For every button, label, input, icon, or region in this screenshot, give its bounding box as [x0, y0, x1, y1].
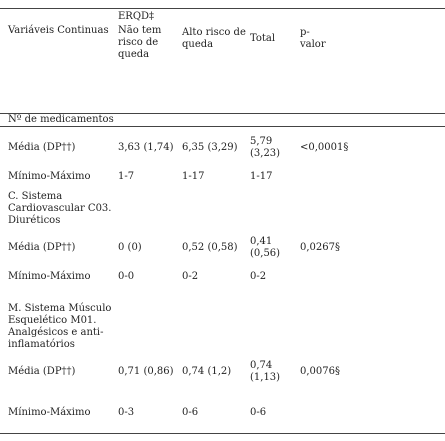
- cell: 6,35 (3,29): [182, 142, 238, 153]
- cell: 0-3: [116, 393, 180, 434]
- cell: 0-2: [250, 271, 267, 282]
- table-body: Variáveis Continuas ERQD‡ Não tem risco d…: [0, 8, 445, 434]
- data-row: Média (DP††) 0,71 (0,86) 0,74 (1,2) 0,74 (1…: [0, 351, 445, 393]
- empty-cell: [180, 113, 248, 127]
- section-title: C. Sistema Cardiovascular C03. Diurético…: [8, 191, 112, 226]
- column-label: Não tem risco de queda: [118, 25, 162, 60]
- cell: 0,74 (1,13): [250, 360, 281, 383]
- header-cell: Variáveis Continuas: [0, 8, 116, 114]
- section-title: Nº de medicamentos: [0, 113, 116, 127]
- section-title: M. Sistema Músculo Esquelético M01. Anal…: [8, 303, 112, 350]
- empty-cell: [116, 185, 180, 227]
- data-row: Mínimo-Máximo 1-7 1-17 1-17: [0, 169, 445, 185]
- cell: 0-6: [248, 393, 298, 434]
- cell: 0,0076§: [300, 366, 340, 377]
- results-table: Variáveis Continuas ERQD‡ Não tem risco d…: [0, 8, 445, 434]
- group-label: ERQD‡: [118, 11, 155, 22]
- section-row: C. Sistema Cardiovascular C03. Diurético…: [0, 185, 445, 227]
- empty-cell: [248, 285, 298, 351]
- cell: 0,41 (0,56): [250, 236, 281, 259]
- cell: 0,52 (0,58): [182, 242, 238, 253]
- header-cell: p-valor: [298, 8, 445, 114]
- row-label: Mínimo-Máximo: [8, 171, 91, 182]
- empty-cell: [248, 185, 298, 227]
- cell: 3,63 (1,74): [118, 142, 174, 153]
- cell: 0-6: [180, 393, 248, 434]
- cell: 1-7: [118, 171, 135, 182]
- row-label: Média (DP††): [8, 142, 76, 153]
- empty-cell: [180, 185, 248, 227]
- cell: 0,74 (1,2): [182, 366, 232, 377]
- cell: <0,0001§: [300, 142, 349, 153]
- column-label: p-valor: [300, 27, 326, 50]
- empty-cell: [298, 169, 445, 185]
- header-row: Variáveis Continuas ERQD‡ Não tem risco d…: [0, 8, 445, 114]
- empty-cell: [248, 113, 298, 127]
- data-row: Média (DP††) 3,63 (1,74) 6,35 (3,29) 5,79 (…: [0, 127, 445, 170]
- empty-cell: [298, 113, 445, 127]
- row-label: Média (DP††): [8, 366, 76, 377]
- section-row: M. Sistema Músculo Esquelético M01. Anal…: [0, 285, 445, 351]
- row-label: Mínimo-Máximo: [0, 393, 116, 434]
- header-cell: ERQD‡ Não tem risco de queda: [116, 8, 180, 114]
- cell: 0-2: [182, 271, 199, 282]
- empty-cell: [298, 185, 445, 227]
- empty-cell: [116, 113, 180, 127]
- header-cell: Total: [248, 8, 298, 114]
- header-cell: Alto risco de queda: [180, 8, 248, 114]
- row-label: Média (DP††): [8, 242, 76, 253]
- cell: 0-0: [118, 271, 135, 282]
- cell: 1-17: [250, 171, 273, 182]
- empty-cell: [298, 269, 445, 285]
- empty-cell: [298, 393, 445, 434]
- empty-cell: [298, 285, 445, 351]
- row-label: Mínimo-Máximo: [8, 271, 91, 282]
- empty-cell: [180, 285, 248, 351]
- cell: 0,0267§: [300, 242, 340, 253]
- data-row: Mínimo-Máximo 0-0 0-2 0-2: [0, 269, 445, 285]
- cell: 0 (0): [118, 242, 142, 253]
- cell: 5,79 (3,23): [250, 136, 281, 159]
- section-row: Nº de medicamentos: [0, 113, 445, 127]
- data-row: Mínimo-Máximo 0-3 0-6 0-6: [0, 393, 445, 434]
- empty-cell: [116, 285, 180, 351]
- cell: 0,71 (0,86): [118, 366, 174, 377]
- cell: 1-17: [182, 171, 205, 182]
- data-row: Média (DP††) 0 (0) 0,52 (0,58) 0,41 (0,56) 0…: [0, 227, 445, 269]
